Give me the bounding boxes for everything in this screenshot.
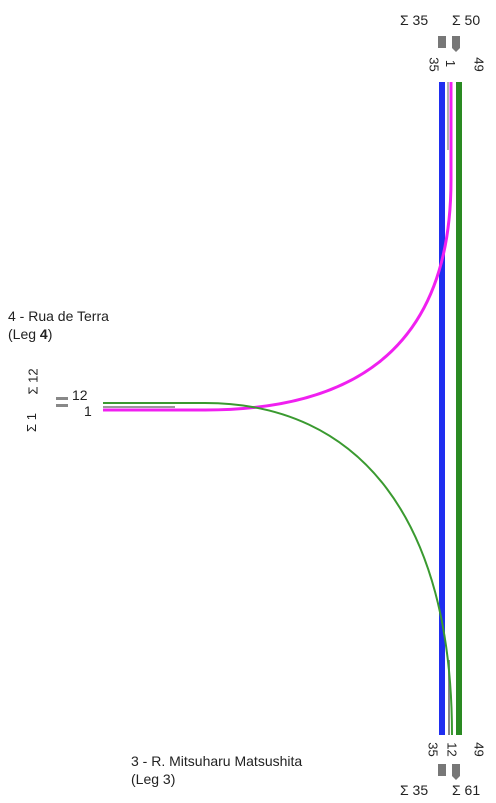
leg4-lane-bottom: 1: [84, 403, 92, 419]
bottom-sum-left: Σ 35: [400, 782, 429, 798]
bottom-arrow-right: [452, 764, 460, 780]
bottom-count-a: 35: [425, 742, 441, 757]
top-sum-left: Σ 35: [400, 12, 429, 28]
leg4-sum-in: Σ 12: [25, 368, 41, 395]
bottom-count-b: 12: [444, 742, 460, 757]
left-marker-bottom: [56, 404, 68, 407]
left-marker-top: [56, 397, 68, 400]
leg4-sum-out: Σ 1: [23, 413, 39, 432]
top-count-b: 1: [443, 59, 459, 68]
top-count-c: 49: [471, 57, 487, 72]
leg4-name: 4 - Rua de Terra: [8, 308, 109, 324]
bottom-sum-right: Σ 61: [452, 782, 481, 798]
top-arrow-left: [438, 36, 446, 48]
leg4-lane-top: 12: [72, 387, 88, 403]
leg4-leg-label: (Leg 4): [8, 326, 53, 342]
flow-green-curve: [103, 402, 453, 736]
leg3-leg-label: (Leg 3): [131, 771, 176, 787]
top-sum-right: Σ 50: [452, 12, 481, 28]
top-count-a: 35: [426, 57, 442, 72]
bottom-arrow-left: [438, 764, 446, 776]
bottom-count-c: 49: [471, 742, 487, 757]
leg3-name: 3 - R. Mitsuharu Matsushita: [131, 753, 303, 769]
top-arrow-right: [452, 36, 460, 52]
flow-magenta-curve: [103, 179, 453, 412]
